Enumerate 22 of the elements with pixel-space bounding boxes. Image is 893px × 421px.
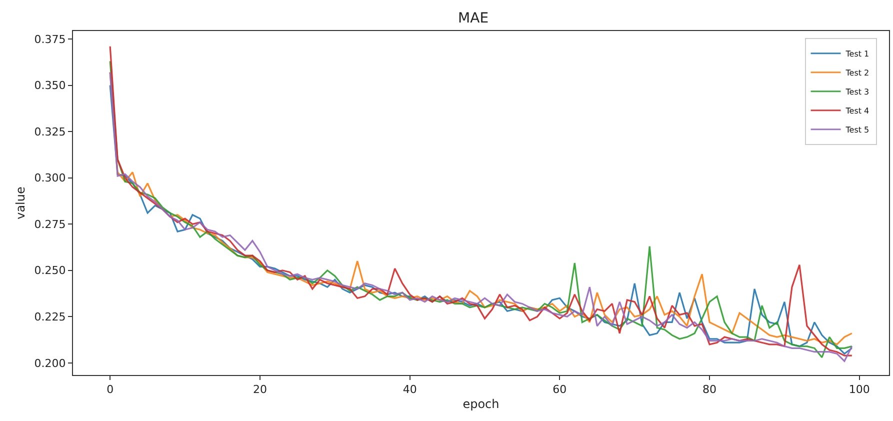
x-tick-label: 60: [552, 383, 567, 396]
y-tick-label: 0.300: [34, 172, 66, 185]
x-tick-label: 40: [402, 383, 417, 396]
y-tick-label: 0.375: [34, 32, 66, 46]
y-tick-label: 0.350: [34, 79, 66, 92]
x-tick-label: 0: [106, 383, 114, 396]
y-tick-label: 0.250: [34, 264, 66, 278]
y-tick-label: 0.200: [34, 356, 66, 370]
y-tick-label: 0.275: [34, 218, 66, 231]
legend-label: Test 4: [844, 106, 870, 116]
x-tick-label: 100: [848, 383, 870, 396]
legend-label: Test 3: [844, 88, 870, 96]
x-tick-label: 80: [702, 383, 717, 396]
legend-label: Test 2: [844, 68, 870, 78]
y-axis-title: value: [14, 186, 28, 220]
y-tick-label: 0.325: [34, 125, 66, 138]
legend-label: Test 5: [844, 126, 870, 134]
chart-title: MAE: [458, 10, 489, 26]
x-tick-label: 20: [252, 383, 267, 396]
legend-label: Test 1: [844, 50, 870, 58]
x-axis-title: epoch: [462, 397, 500, 412]
y-tick-label: 0.225: [34, 310, 66, 324]
